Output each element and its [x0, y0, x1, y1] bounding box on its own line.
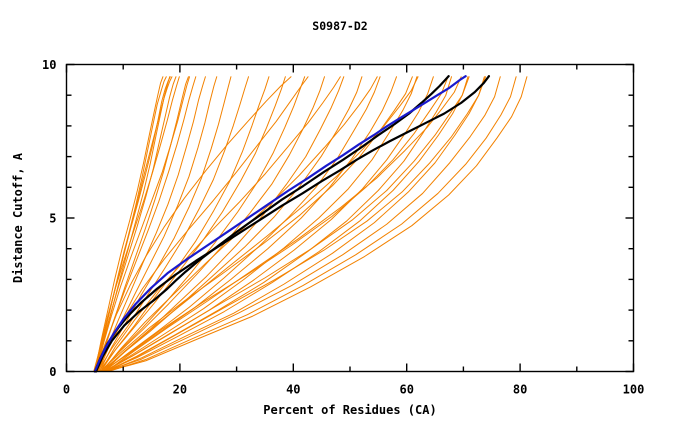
- x-tick-label: 100: [623, 383, 645, 397]
- y-tick-label: 5: [49, 212, 56, 226]
- curve-prediction-37: [106, 76, 487, 372]
- curve-prediction-06: [94, 76, 177, 372]
- y-tick-label: 10: [42, 58, 56, 72]
- curve-prediction-20: [101, 76, 397, 372]
- curve-prediction-38: [104, 76, 470, 372]
- curve-prediction-28: [106, 76, 528, 372]
- curve-prediction-13: [100, 76, 270, 372]
- curve-prediction-27: [107, 76, 517, 372]
- x-tick-label: 80: [513, 383, 527, 397]
- curve-prediction-16: [100, 76, 325, 372]
- x-tick-label: 40: [286, 383, 300, 397]
- curve-prediction-03: [95, 76, 167, 372]
- x-tick-label: 20: [173, 383, 187, 397]
- curve-prediction-15: [101, 76, 306, 372]
- tick-labels-layer: 0 20 40 60 80 100 0 5 10: [42, 58, 644, 397]
- curve-prediction-36: [96, 76, 191, 372]
- curve-reference-02: [93, 75, 491, 373]
- curves-layer: [93, 75, 528, 373]
- curve-reference-01: [94, 75, 450, 373]
- curve-highlight-01: [93, 75, 467, 373]
- curve-prediction-25: [106, 76, 485, 372]
- curve-prediction-35: [94, 76, 180, 372]
- curve-prediction-34: [105, 76, 462, 372]
- y-tick-label: 0: [49, 365, 56, 379]
- curve-prediction-40: [99, 76, 413, 372]
- curve-prediction-29: [95, 76, 292, 372]
- curve-prediction-09: [97, 76, 206, 372]
- curve-prediction-04: [94, 76, 164, 372]
- curve-prediction-24: [103, 76, 469, 372]
- curve-prediction-12: [97, 76, 250, 372]
- ticks-layer: [65, 63, 635, 373]
- curve-prediction-39: [102, 76, 449, 372]
- curve-prediction-33: [103, 76, 419, 372]
- chart-title: S0987-D2: [312, 19, 367, 33]
- curve-prediction-14: [98, 76, 286, 372]
- x-axis-label: Percent of Residues (CA): [263, 403, 436, 417]
- axes-layer: 0 20 40 60 80 100 0 5 10: [42, 58, 644, 397]
- x-tick-label: 60: [399, 383, 413, 397]
- curve-prediction-17: [102, 76, 345, 372]
- x-tick-label: 0: [63, 383, 70, 397]
- curve-prediction-21: [104, 76, 418, 372]
- curve-prediction-26: [105, 76, 501, 372]
- curve-prediction-18: [100, 76, 363, 372]
- curve-prediction-31: [100, 76, 341, 372]
- curve-prediction-19: [103, 76, 381, 372]
- y-axis-label: Distance Cutoff, A: [11, 152, 25, 283]
